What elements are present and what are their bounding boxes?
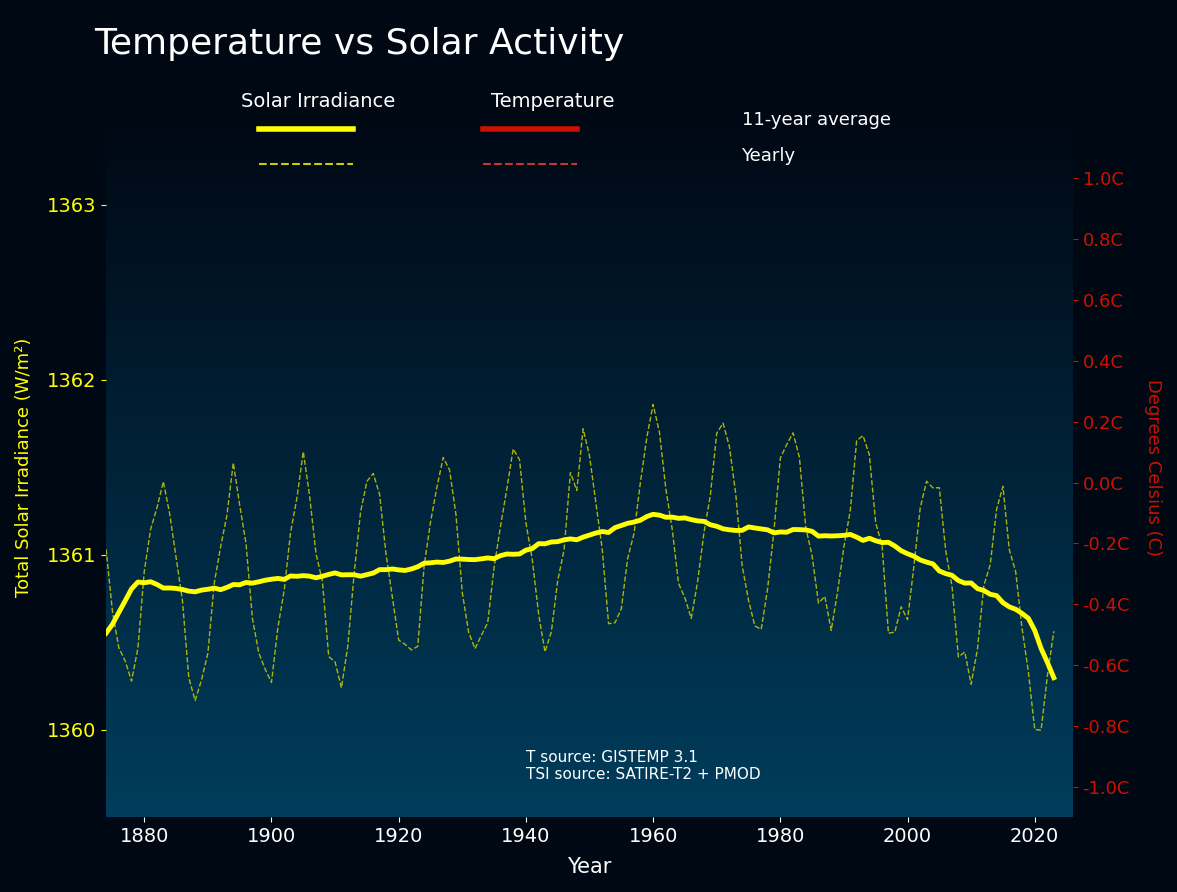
Y-axis label: Total Solar Irradiance (W/m²): Total Solar Irradiance (W/m²)	[15, 338, 33, 597]
Text: T source: GISTEMP 3.1
TSI source: SATIRE-T2 + PMOD: T source: GISTEMP 3.1 TSI source: SATIRE…	[526, 750, 760, 782]
Text: Temperature: Temperature	[492, 92, 614, 111]
Y-axis label: Degrees Celsius (C): Degrees Celsius (C)	[1144, 379, 1162, 556]
Text: Temperature vs Solar Activity: Temperature vs Solar Activity	[94, 27, 625, 61]
X-axis label: Year: Year	[567, 857, 612, 877]
Text: Solar Irradiance: Solar Irradiance	[240, 92, 395, 111]
Text: 11-year average: 11-year average	[742, 111, 891, 128]
Text: Yearly: Yearly	[742, 146, 796, 164]
